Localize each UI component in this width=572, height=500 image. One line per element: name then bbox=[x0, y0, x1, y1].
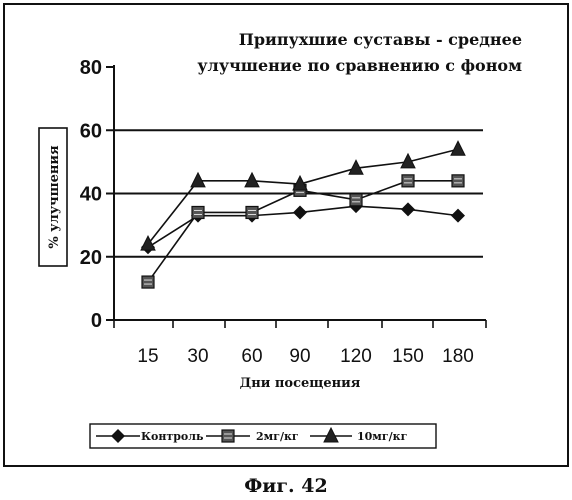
legend-marker-square-body bbox=[222, 430, 234, 442]
data-point-square bbox=[402, 175, 414, 187]
y-tick-label: 60 bbox=[80, 120, 102, 142]
y-tick-label: 20 bbox=[80, 247, 102, 269]
x-axis-label: Дни посещения bbox=[240, 376, 361, 391]
data-point-square bbox=[452, 175, 464, 187]
x-tick-label: 150 bbox=[392, 346, 424, 367]
legend-marker-square bbox=[222, 430, 234, 442]
x-tick-label: 90 bbox=[289, 346, 310, 367]
data-point-square bbox=[192, 206, 204, 218]
legend-label: 10мг/кг bbox=[357, 430, 408, 443]
legend-label: 2мг/кг bbox=[256, 430, 299, 443]
x-tick-label: 15 bbox=[137, 346, 158, 367]
x-tick-label: 60 bbox=[241, 346, 262, 367]
y-axis-label: % улучшения bbox=[47, 145, 62, 249]
data-point-square bbox=[142, 276, 154, 288]
chart-title-line-2: улучшение по сравнению с фоном bbox=[197, 56, 522, 75]
x-tick-label: 120 bbox=[340, 346, 372, 367]
data-point-square-body bbox=[246, 206, 258, 218]
data-point-square-body bbox=[142, 276, 154, 288]
data-point-square bbox=[246, 206, 258, 218]
figure-caption: Фиг. 42 bbox=[244, 475, 327, 497]
y-tick-label: 40 bbox=[80, 184, 102, 206]
x-tick-label: 180 bbox=[442, 346, 474, 367]
chart-title-line-1: Припухшие суставы - среднее bbox=[239, 30, 522, 49]
y-tick-label: 0 bbox=[91, 310, 102, 332]
y-tick-label: 80 bbox=[80, 57, 102, 79]
x-tick-label: 30 bbox=[187, 346, 208, 367]
data-point-square-body bbox=[402, 175, 414, 187]
data-point-square-body bbox=[452, 175, 464, 187]
legend-label: Контроль bbox=[141, 430, 204, 443]
data-point-square-body bbox=[192, 206, 204, 218]
x-tick-labels: 15 30 60 90 120 150 180 bbox=[137, 346, 473, 367]
data-point-square bbox=[350, 194, 362, 206]
data-point-square-body bbox=[350, 194, 362, 206]
